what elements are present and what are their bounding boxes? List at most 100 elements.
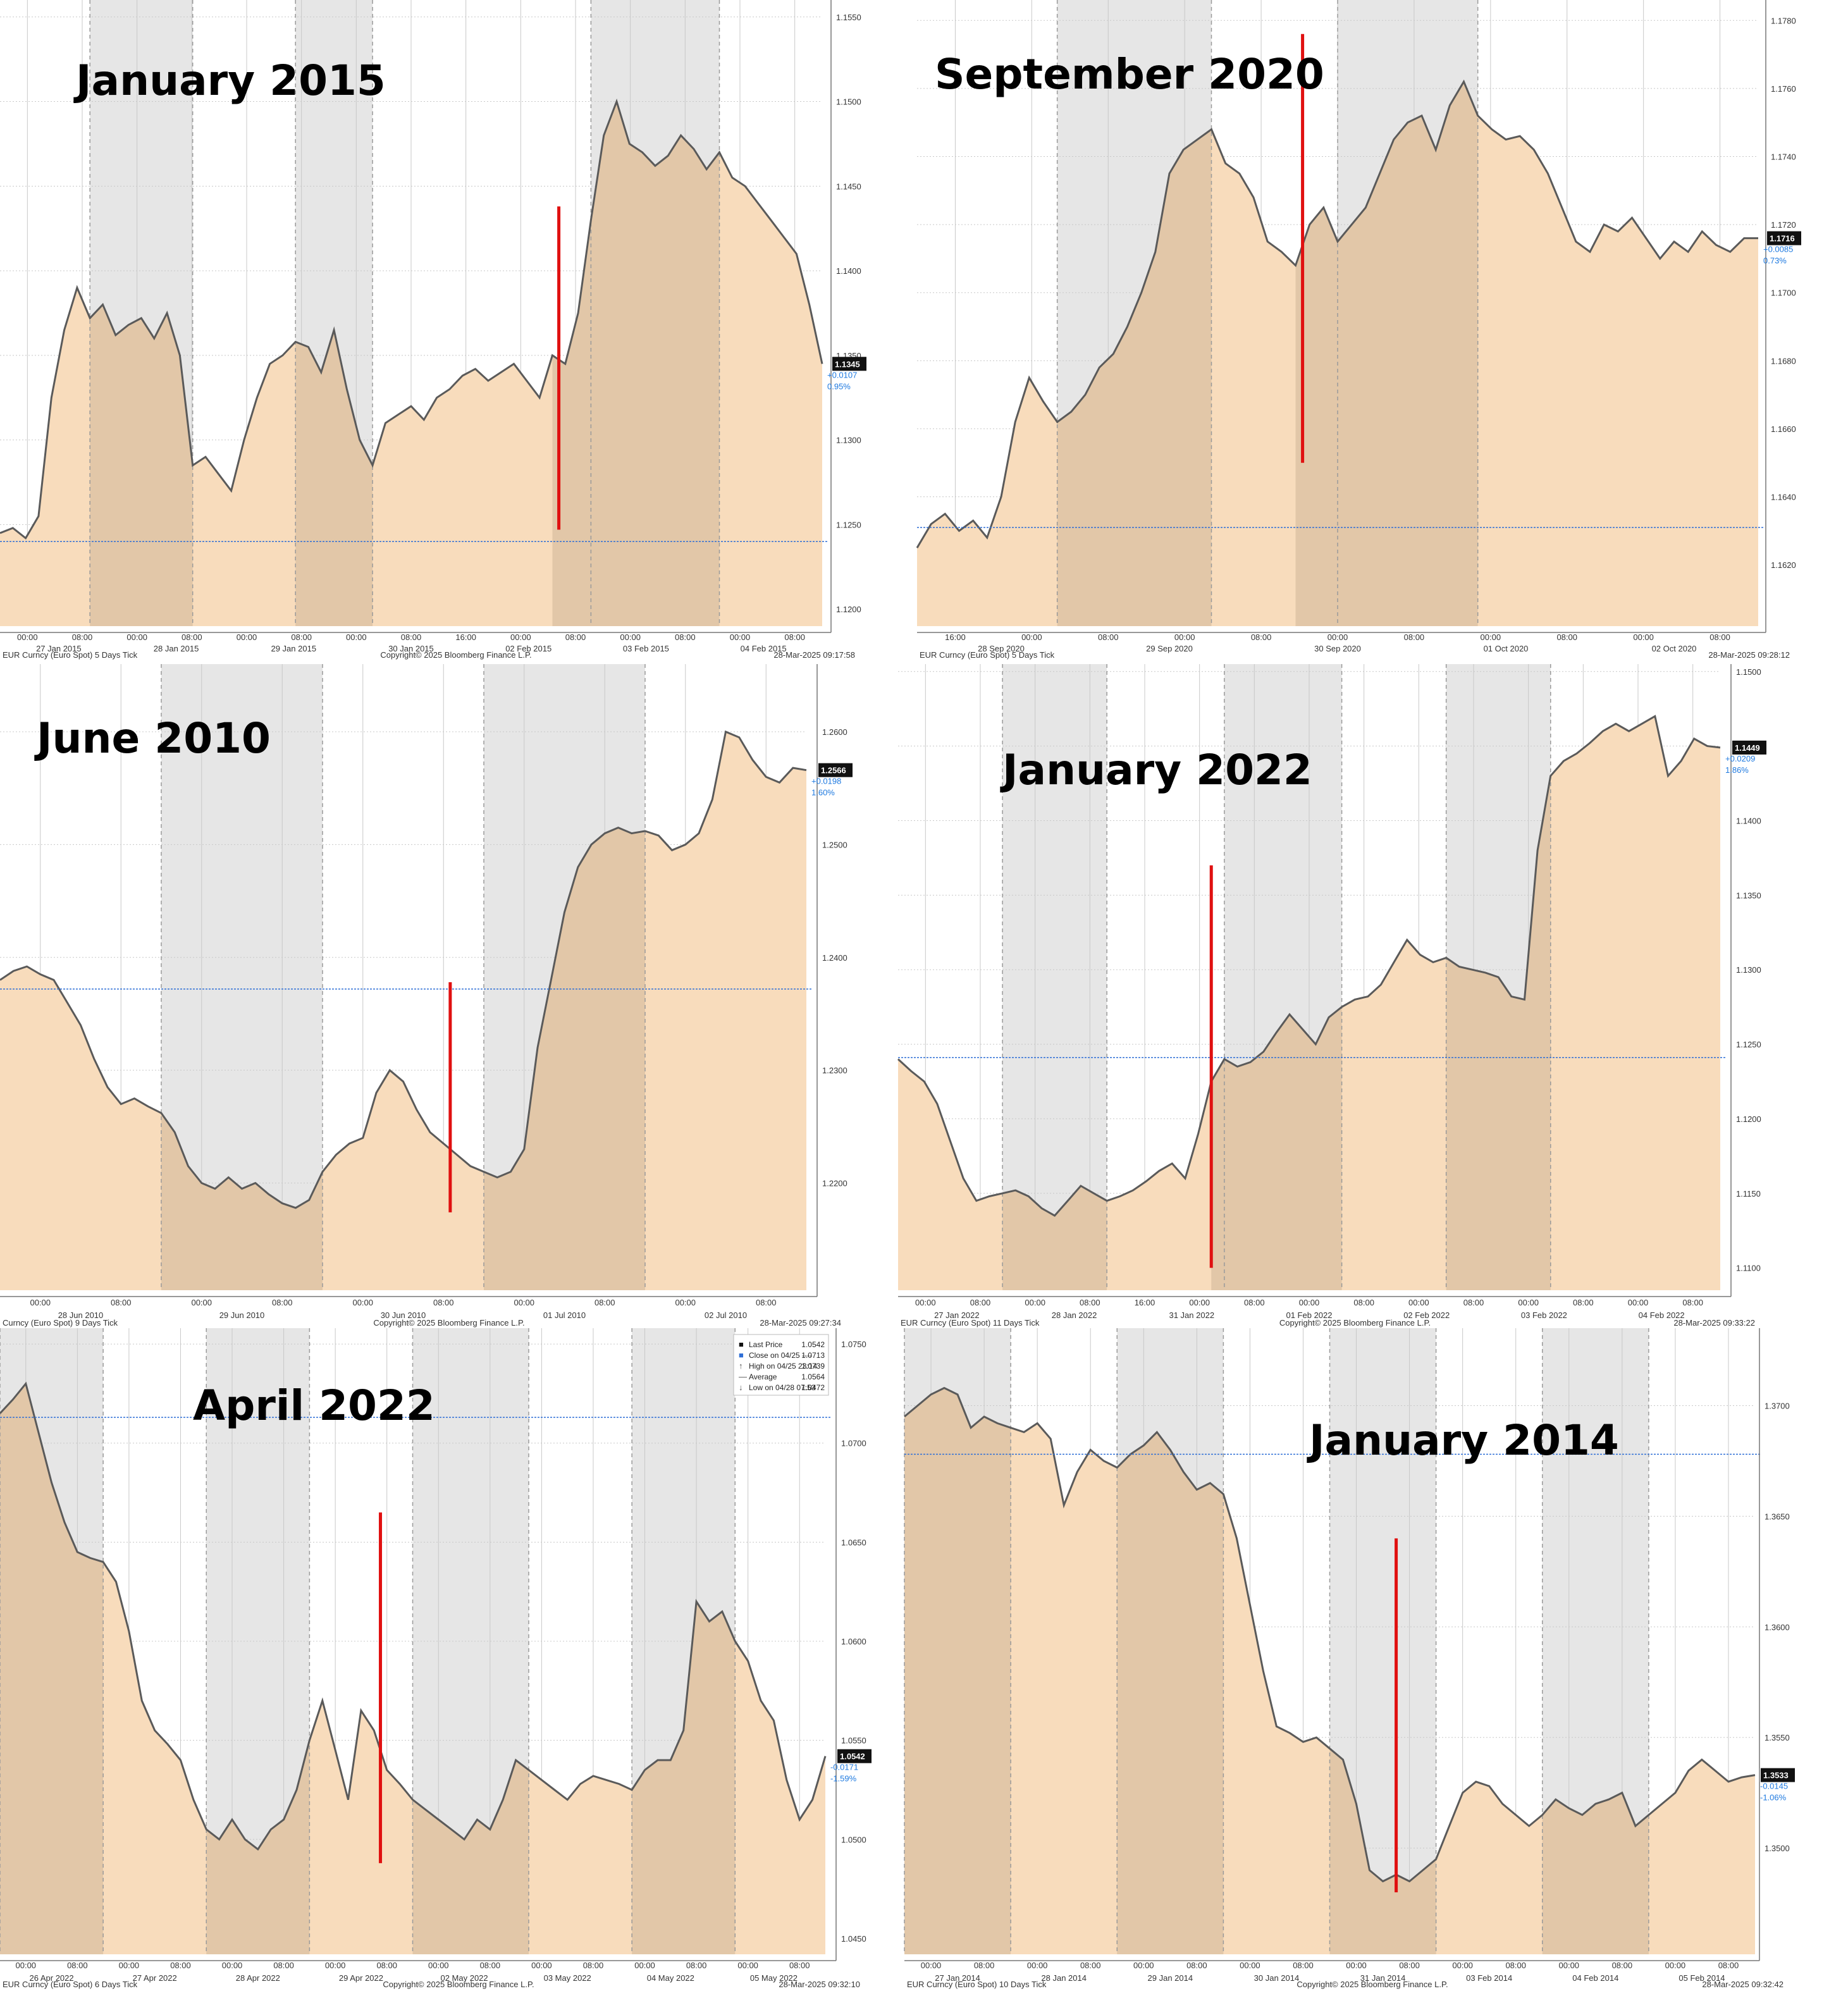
footer-copyright: Copyright© 2025 Bloomberg Finance L.P. bbox=[380, 650, 531, 660]
x-tick-label: 08:00 bbox=[1573, 1298, 1594, 1307]
y-tick-label: 1.1250 bbox=[1736, 1040, 1761, 1049]
x-tick-label: 08:00 bbox=[565, 632, 586, 642]
legend-value: 1.0713 bbox=[801, 1351, 825, 1360]
x-tick-label: 08:00 bbox=[583, 1961, 604, 1970]
chart-panel-5: 1.0750 1.0700 1.0650 1.0600 1.0550 1.0500 1.04… bbox=[0, 1328, 872, 1989]
price-area-session bbox=[1446, 775, 1551, 1290]
y-tick-label: 1.0500 bbox=[841, 1835, 866, 1844]
last-price-label: 1.2566 bbox=[821, 766, 846, 775]
y-tick-label: 1.1450 bbox=[836, 182, 861, 191]
legend-value: 1.0564 bbox=[801, 1372, 825, 1381]
change-percent: 1.60% bbox=[811, 788, 835, 798]
x-day-label: 30 Jun 2010 bbox=[381, 1310, 426, 1320]
y-tick-label: 1.0600 bbox=[841, 1637, 866, 1646]
price-area-session bbox=[206, 1740, 310, 1954]
footer-timestamp: 28-Mar-2025 09:17:58 bbox=[773, 650, 855, 660]
x-tick-label: 08:00 bbox=[1718, 1961, 1739, 1970]
x-tick-label: 00:00 bbox=[1559, 1961, 1580, 1970]
footer-timestamp: 28-Mar-2025 09:32:10 bbox=[779, 1980, 860, 1989]
x-day-label: 04 Feb 2022 bbox=[1639, 1310, 1685, 1320]
x-tick-label: 00:00 bbox=[1025, 1298, 1045, 1307]
x-day-label: 27 Apr 2022 bbox=[133, 1973, 177, 1983]
x-tick-label: 08:00 bbox=[111, 1298, 132, 1307]
x-tick-label: 08:00 bbox=[1251, 632, 1272, 642]
change-value: -0.0145 bbox=[1760, 1782, 1788, 1791]
x-tick-label: 08:00 bbox=[784, 632, 805, 642]
change-percent: -1.06% bbox=[1760, 1793, 1787, 1803]
chart-title: April 2022 bbox=[193, 1381, 435, 1430]
x-tick-label: 00:00 bbox=[1665, 1961, 1686, 1970]
x-day-label: 29 Jan 2014 bbox=[1148, 1973, 1193, 1983]
x-tick-label: 08:00 bbox=[1186, 1961, 1207, 1970]
x-tick-label: 08:00 bbox=[1353, 1298, 1374, 1307]
y-tick-label: 1.2600 bbox=[822, 727, 847, 737]
price-area-session bbox=[1329, 1748, 1436, 1954]
change-percent: 0.73% bbox=[1763, 256, 1787, 266]
x-tick-label: 08:00 bbox=[789, 1961, 810, 1970]
price-area-session bbox=[1117, 1432, 1224, 1954]
x-day-label: 02 May 2022 bbox=[440, 1973, 488, 1983]
x-tick-label: 00:00 bbox=[119, 1961, 140, 1970]
price-area bbox=[904, 1388, 1755, 1954]
x-tick-label: 00:00 bbox=[730, 632, 751, 642]
price-line bbox=[904, 1386, 1756, 1883]
price-area-session bbox=[1002, 1186, 1107, 1290]
y-tick-label: 1.0450 bbox=[841, 1934, 866, 1944]
y-tick-label: 1.3650 bbox=[1765, 1512, 1790, 1521]
x-tick-label: 00:00 bbox=[428, 1961, 449, 1970]
last-price-box bbox=[818, 763, 853, 777]
x-tick-label: 08:00 bbox=[401, 632, 422, 642]
x-tick-label: 00:00 bbox=[17, 632, 38, 642]
y-tick-label: 1.1780 bbox=[1771, 16, 1796, 25]
x-tick-label: 00:00 bbox=[1240, 1961, 1260, 1970]
x-day-label: 30 Jan 2014 bbox=[1254, 1973, 1300, 1983]
x-tick-label: 00:00 bbox=[675, 1298, 696, 1307]
x-tick-label: 08:00 bbox=[756, 1298, 777, 1307]
chart-panel-3: 1.2600 1.2500 1.2400 1.2300 1.2200 00:00 08:00… bbox=[0, 664, 853, 1328]
chart-panel-6: 1.3700 1.3650 1.3600 1.3550 1.3500 00:00 08:00… bbox=[904, 1328, 1795, 1989]
x-tick-label: 08:00 bbox=[1080, 1298, 1100, 1307]
price-line bbox=[897, 715, 1721, 1217]
y-tick-label: 1.1720 bbox=[1771, 220, 1796, 230]
y-tick-label: 1.0650 bbox=[841, 1538, 866, 1547]
y-tick-label: 1.1680 bbox=[1771, 356, 1796, 366]
x-tick-label: 08:00 bbox=[970, 1298, 991, 1307]
x-tick-label: 00:00 bbox=[1408, 1298, 1429, 1307]
legend-label: Last Price bbox=[749, 1340, 783, 1349]
legend-symbol: ■ bbox=[739, 1340, 744, 1349]
y-tick-label: 1.1200 bbox=[836, 605, 861, 614]
legend-symbol: ■ bbox=[739, 1350, 744, 1360]
y-tick-label: 1.1350 bbox=[1736, 891, 1761, 900]
change-value: +0.0209 bbox=[1725, 754, 1755, 763]
x-tick-label: 08:00 bbox=[1244, 1298, 1265, 1307]
x-day-label: 30 Sep 2020 bbox=[1314, 644, 1361, 653]
x-tick-label: 00:00 bbox=[510, 632, 531, 642]
chart-title: September 2020 bbox=[935, 50, 1324, 99]
x-tick-label: 08:00 bbox=[273, 1961, 294, 1970]
y-tick-label: 1.1700 bbox=[1771, 288, 1796, 298]
footer-copyright: Copyright© 2025 Bloomberg Finance L.P. bbox=[1297, 1980, 1448, 1989]
x-tick-label: 08:00 bbox=[1098, 632, 1119, 642]
footer-security: Curncy (Euro Spot) 9 Days Tick bbox=[3, 1318, 118, 1328]
x-tick-label: 00:00 bbox=[620, 632, 641, 642]
last-price-label: 1.3533 bbox=[1763, 1771, 1789, 1780]
change-percent: -1.59% bbox=[830, 1774, 857, 1784]
x-tick-label: 08:00 bbox=[1709, 632, 1730, 642]
x-day-label: 01 Feb 2022 bbox=[1286, 1310, 1332, 1320]
y-tick-label: 1.3600 bbox=[1765, 1622, 1790, 1632]
x-tick-label: 08:00 bbox=[1556, 632, 1577, 642]
x-tick-label: 08:00 bbox=[182, 632, 202, 642]
change-percent: 1.86% bbox=[1725, 765, 1749, 775]
x-day-label: 04 Feb 2014 bbox=[1572, 1973, 1618, 1983]
x-tick-label: 08:00 bbox=[1505, 1961, 1526, 1970]
x-tick-label: 00:00 bbox=[531, 1961, 552, 1970]
change-value: +0.0198 bbox=[811, 777, 841, 786]
x-tick-label: 08:00 bbox=[594, 1298, 615, 1307]
x-tick-label: 00:00 bbox=[1021, 632, 1042, 642]
x-day-label: 31 Jan 2022 bbox=[1169, 1310, 1214, 1320]
x-tick-label: 00:00 bbox=[514, 1298, 534, 1307]
x-day-label: 27 Jan 2022 bbox=[934, 1310, 980, 1320]
y-tick-label: 1.3550 bbox=[1765, 1733, 1790, 1742]
x-tick-label: 00:00 bbox=[352, 1298, 373, 1307]
x-day-label: 05 Feb 2014 bbox=[1679, 1973, 1725, 1983]
